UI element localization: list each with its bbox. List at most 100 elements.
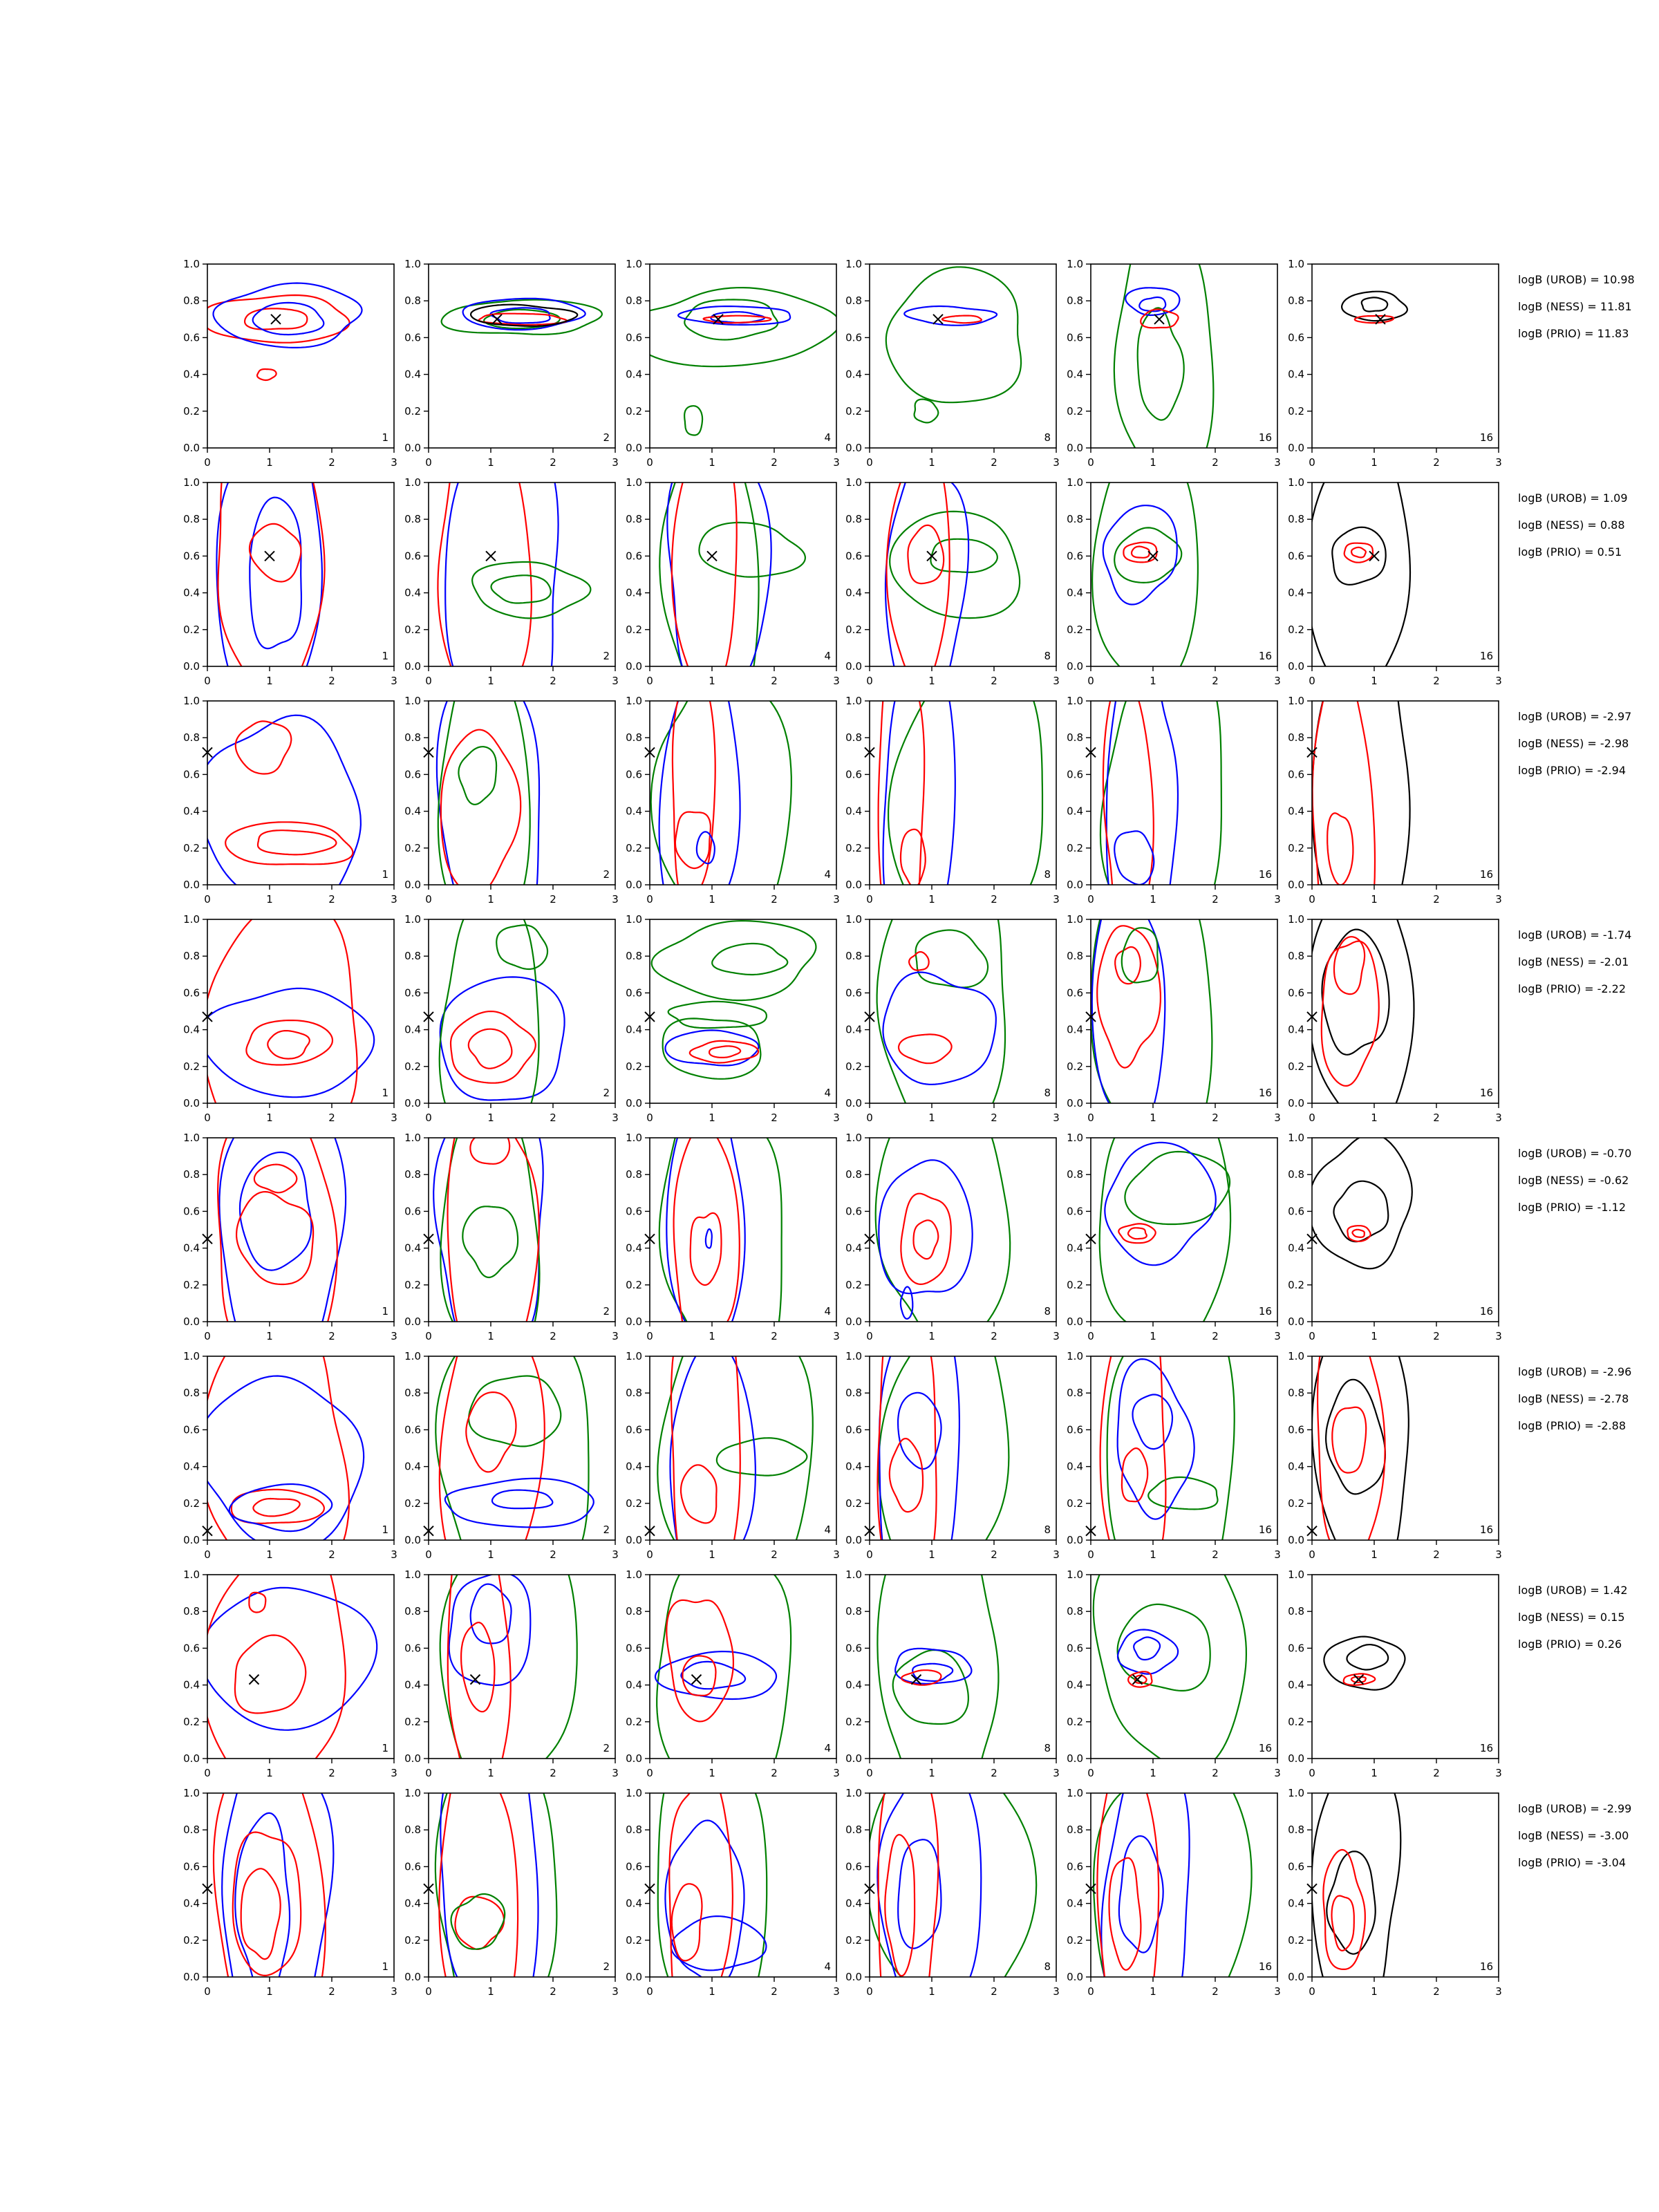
y-tick-label: 1.0 (845, 695, 862, 707)
contour-group (1099, 701, 1222, 885)
red-contour-line (478, 312, 568, 326)
contour-group (1099, 1356, 1235, 1540)
y-tick-label: 0.4 (404, 1897, 421, 1910)
blue-contour-line (1138, 296, 1167, 312)
red-contour-line (671, 1883, 703, 1962)
blue-contour-line (669, 1356, 756, 1540)
x-tick-label: 1 (928, 893, 935, 906)
y-tick-label: 0.8 (404, 1824, 421, 1836)
black-contour-line (1312, 1138, 1413, 1270)
red-contour-line (1347, 1225, 1371, 1242)
x-tick-label: 1 (928, 1548, 935, 1561)
y-tick-label: 1.0 (183, 695, 200, 707)
y-tick-label: 0.4 (1067, 1897, 1083, 1910)
y-tick-label: 0.6 (1288, 986, 1304, 999)
logb-annotation: logB (UROB) = 1.42 (1518, 1584, 1628, 1597)
y-tick-label: 0.6 (1288, 1205, 1304, 1217)
x-tick-label: 1 (709, 1767, 715, 1779)
true-value-marker (1353, 1674, 1365, 1685)
y-tick-label: 0.8 (183, 1387, 200, 1399)
y-tick-label: 0.0 (1067, 1971, 1083, 1983)
y-tick-label: 0.0 (404, 1971, 421, 1983)
green-contour-line (657, 1793, 768, 1977)
y-tick-label: 1.0 (845, 258, 862, 270)
red-contour-line (1322, 1848, 1366, 1970)
panel-number-label: 4 (824, 1960, 831, 1973)
panel-r6-c2: 0 1 2 30.00.20.40.60.81.02 (404, 1350, 619, 1561)
y-tick-label: 0.0 (1288, 1315, 1304, 1328)
contour-group (659, 482, 806, 666)
contour-group (650, 701, 792, 885)
y-tick-label: 0.6 (845, 1642, 862, 1654)
logb-annotation: logB (UROB) = -2.97 (1518, 710, 1631, 723)
panel-r3-c1: 0 1 2 3 0.0 0.2 0.4 0.6 0.8 1.0 1 (183, 695, 397, 906)
x-tick-label: 1 (709, 456, 715, 469)
x-tick-label: 2 (1212, 1985, 1219, 1998)
contour-group (1312, 1138, 1413, 1270)
green-contour-line (650, 287, 836, 368)
blue-contour-line (234, 1812, 291, 1977)
axes-frame (207, 700, 395, 885)
axes-frame (869, 1356, 1057, 1541)
y-tick-label: 0.6 (404, 550, 421, 562)
x-tick-label: 3 (612, 675, 619, 687)
x-tick-label: 3 (391, 1112, 397, 1124)
blue-contour-line (489, 307, 551, 324)
panel-number-label: 16 (1480, 1524, 1493, 1536)
black-contour-line (1321, 928, 1390, 1056)
x-tick-label: 2 (1433, 1985, 1440, 1998)
panel-number-label: 8 (1044, 1960, 1051, 1973)
x-tick-label: 1 (487, 456, 494, 469)
y-tick-label: 0.6 (845, 550, 862, 562)
red-contour-line (702, 315, 772, 324)
y-tick-label: 0.2 (626, 624, 642, 636)
panel-number-label: 16 (1259, 650, 1272, 662)
y-tick-label: 0.4 (1067, 368, 1083, 381)
axes-frame (1090, 263, 1278, 449)
y-tick-label: 0.0 (1288, 442, 1304, 454)
y-tick-label: 0.4 (1067, 1679, 1083, 1691)
x-tick-label: 1 (1371, 456, 1378, 469)
y-tick-label: 0.2 (404, 842, 421, 854)
y-tick-label: 0.4 (183, 1024, 200, 1036)
y-tick-label: 0.8 (626, 1168, 642, 1181)
green-contour-line (715, 1437, 808, 1477)
green-contour-line (1114, 527, 1183, 583)
y-tick-label: 0.4 (845, 1242, 862, 1255)
x-tick-label: 1 (487, 1112, 494, 1124)
red-contour-line (688, 1040, 760, 1064)
x-tick-label: 3 (833, 675, 840, 687)
y-tick-label: 0.8 (1288, 294, 1304, 307)
y-tick-label: 0.8 (1067, 731, 1083, 744)
y-tick-label: 0.8 (1288, 1824, 1304, 1836)
x-tick-label: 2 (328, 893, 335, 906)
contour-group (1323, 1635, 1406, 1691)
true-value-marker (248, 1674, 260, 1685)
contour-group (207, 919, 375, 1103)
contour-group (433, 1138, 544, 1322)
y-tick-label: 0.0 (404, 1752, 421, 1765)
y-tick-label: 0.2 (626, 842, 642, 854)
green-contour-line (471, 561, 592, 619)
y-tick-label: 0.6 (845, 331, 862, 344)
y-tick-label: 1.0 (1288, 913, 1304, 926)
axes-frame (1311, 1137, 1499, 1322)
x-tick-label: 1 (487, 893, 494, 906)
red-contour-line (440, 729, 522, 885)
red-contour-line (912, 1219, 939, 1260)
black-contour-line (470, 303, 579, 327)
y-tick-label: 0.8 (1067, 1387, 1083, 1399)
red-contour-line (438, 1793, 519, 1977)
y-tick-label: 0.4 (1067, 1024, 1083, 1036)
y-tick-label: 0.2 (183, 1060, 200, 1073)
x-tick-label: 1 (1371, 1767, 1378, 1779)
x-tick-label: 1 (1150, 675, 1156, 687)
y-tick-label: 0.2 (1067, 1060, 1083, 1073)
red-contour-line (469, 1138, 511, 1165)
y-tick-label: 0.4 (183, 587, 200, 599)
y-tick-label: 0.4 (845, 1024, 862, 1036)
panel-r8-c3: 0 1 2 3 0.0 0.2 0.4 0.6 0.8 1.0 4 (626, 1787, 840, 1998)
y-tick-label: 0.0 (1288, 1534, 1304, 1546)
y-tick-label: 1.0 (1288, 258, 1304, 270)
